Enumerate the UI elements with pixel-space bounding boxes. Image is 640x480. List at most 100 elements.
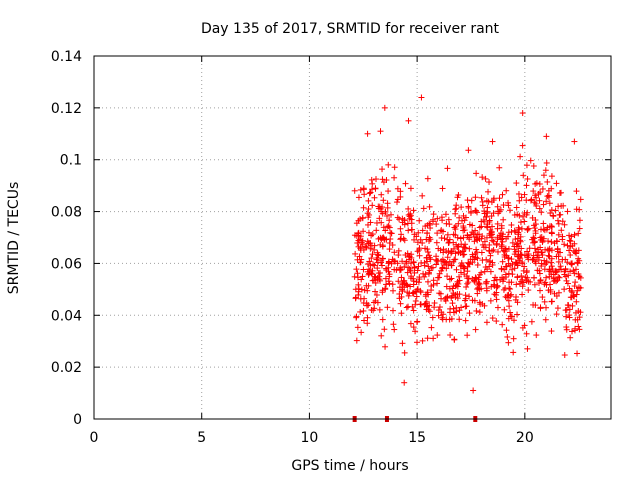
data-point <box>532 258 539 265</box>
data-point <box>401 263 408 270</box>
data-point <box>443 294 450 301</box>
data-point <box>462 241 469 248</box>
data-point <box>433 239 440 246</box>
data-point <box>569 302 576 309</box>
data-point <box>479 257 486 264</box>
data-point <box>375 235 382 242</box>
data-point <box>573 298 580 305</box>
data-point <box>466 245 473 252</box>
data-point <box>407 212 414 219</box>
data-points <box>351 94 584 394</box>
data-point <box>415 279 422 286</box>
data-point <box>473 246 480 253</box>
data-point <box>379 316 386 323</box>
data-point <box>382 275 389 282</box>
data-point <box>537 277 544 284</box>
data-point <box>505 199 512 206</box>
data-point <box>523 182 530 189</box>
data-point <box>576 206 583 213</box>
data-point <box>449 292 456 299</box>
data-point <box>499 258 506 265</box>
data-point <box>545 192 552 199</box>
data-point <box>509 239 516 246</box>
data-point <box>442 211 449 218</box>
data-point <box>430 335 437 342</box>
data-point <box>563 277 570 284</box>
data-point <box>553 311 560 318</box>
data-point <box>367 189 374 196</box>
data-point <box>372 176 379 183</box>
data-point <box>505 245 512 252</box>
data-point <box>395 247 402 254</box>
data-point <box>496 164 503 171</box>
data-point <box>414 339 421 346</box>
data-point <box>473 170 480 177</box>
data-point <box>387 211 394 218</box>
data-point <box>414 239 421 246</box>
data-point <box>422 245 429 252</box>
data-point <box>462 214 469 221</box>
data-point <box>386 246 393 253</box>
data-point <box>514 299 521 306</box>
data-point <box>482 213 489 220</box>
data-point <box>386 273 393 280</box>
data-point <box>385 278 392 285</box>
data-point <box>518 252 525 259</box>
data-point <box>503 187 510 194</box>
data-point <box>368 255 375 262</box>
data-point <box>487 232 494 239</box>
data-point <box>352 250 359 257</box>
data-point <box>481 302 488 309</box>
data-point <box>501 306 508 313</box>
data-point <box>360 246 367 253</box>
data-point <box>506 207 513 214</box>
data-point <box>405 227 412 234</box>
data-point <box>536 270 543 277</box>
data-point <box>577 309 584 316</box>
data-point <box>386 224 393 231</box>
data-point <box>457 263 464 270</box>
data-point <box>513 204 520 211</box>
data-point <box>486 241 493 248</box>
data-point <box>411 264 418 271</box>
x-tick-label: 5 <box>197 430 206 446</box>
data-point <box>575 247 582 254</box>
data-point <box>355 285 362 292</box>
data-point <box>430 211 437 218</box>
data-point <box>486 257 493 264</box>
data-point <box>494 234 501 241</box>
data-point <box>455 191 462 198</box>
data-point <box>479 198 486 205</box>
data-point <box>407 260 414 267</box>
data-point <box>573 250 580 257</box>
data-point <box>563 324 570 331</box>
data-point <box>503 235 510 242</box>
data-point <box>404 250 411 257</box>
data-point <box>435 312 442 319</box>
data-point <box>371 246 378 253</box>
data-point <box>538 209 545 216</box>
y-tick-label: 0.14 <box>51 49 82 65</box>
data-point <box>361 287 368 294</box>
data-point <box>404 220 411 227</box>
data-point <box>413 318 420 325</box>
data-point <box>548 263 555 270</box>
data-point <box>397 225 404 232</box>
data-point <box>577 196 584 203</box>
data-point-outlier <box>405 117 412 124</box>
data-point <box>387 235 394 242</box>
data-point <box>510 349 517 356</box>
data-point <box>385 223 392 230</box>
data-point <box>538 249 545 256</box>
data-point <box>360 228 367 235</box>
data-point <box>353 266 360 273</box>
data-point <box>563 306 570 313</box>
data-point <box>569 242 576 249</box>
x-axis-label: GPS time / hours <box>291 458 408 474</box>
data-point <box>495 208 502 215</box>
data-point <box>371 194 378 201</box>
data-point <box>523 269 530 276</box>
data-point <box>474 290 481 297</box>
data-point <box>401 284 408 291</box>
data-point <box>401 349 408 356</box>
